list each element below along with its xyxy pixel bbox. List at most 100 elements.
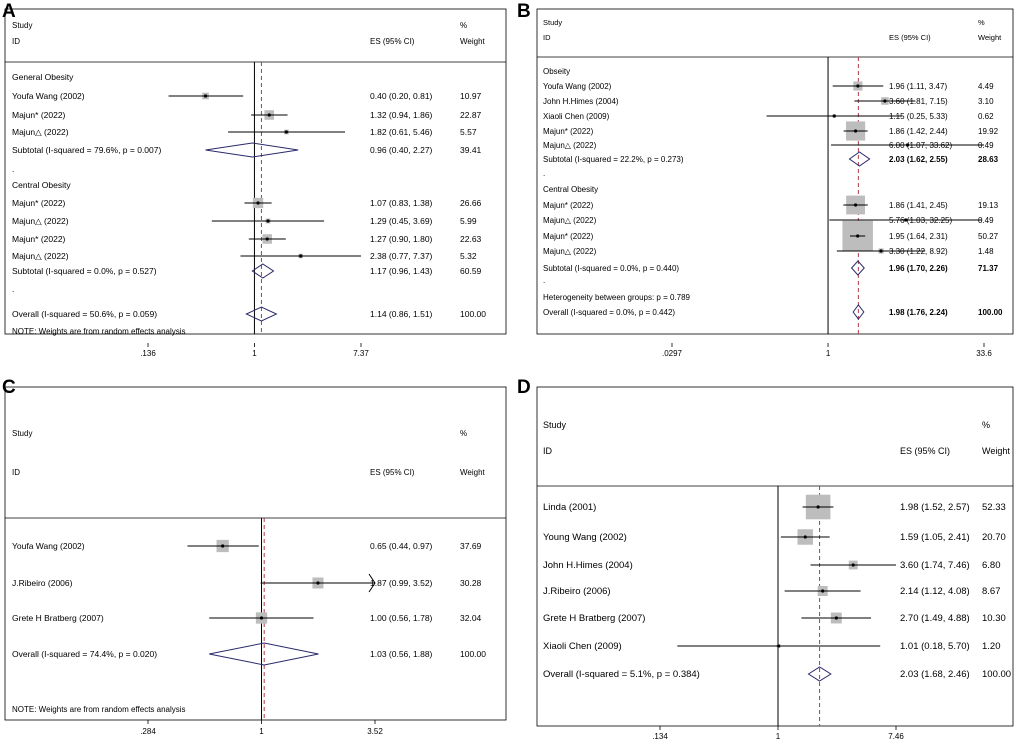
study-label: Majun△ (2022) bbox=[12, 251, 69, 261]
weight-value: 32.04 bbox=[460, 613, 482, 623]
header-id: ID bbox=[543, 33, 551, 42]
effect-ci-value: 2.14 (1.12, 4.08) bbox=[900, 586, 970, 597]
weight-value: 100.00 bbox=[460, 649, 486, 659]
heterogeneity-label: Heterogeneity between groups: p = 0.789 bbox=[543, 293, 691, 302]
study-label: Majun△ (2022) bbox=[12, 216, 69, 226]
point-estimate bbox=[265, 237, 269, 241]
header-es-ci: ES (95% CI) bbox=[370, 468, 415, 477]
panel-letter-a: A bbox=[2, 1, 16, 22]
study-label: Grete H Bratberg (2007) bbox=[12, 613, 104, 623]
point-estimate bbox=[256, 201, 260, 205]
weight-value: 0.49 bbox=[978, 141, 994, 150]
weight-value: 30.28 bbox=[460, 578, 482, 588]
weight-value: 4.49 bbox=[978, 82, 994, 91]
overall-label: Overall (I-squared = 5.1%, p = 0.384) bbox=[543, 669, 700, 680]
effect-ci-value: 3.60 (1.81, 7.15) bbox=[889, 97, 948, 106]
point-estimate bbox=[821, 589, 825, 593]
header-weight: Weight bbox=[460, 468, 486, 477]
group-label: General Obesity bbox=[12, 72, 74, 82]
point-estimate bbox=[221, 544, 225, 548]
point-estimate bbox=[299, 254, 303, 258]
weight-value: 26.66 bbox=[460, 198, 482, 208]
study-label: Youfa Wang (2002) bbox=[543, 82, 612, 91]
study-label: Linda (2001) bbox=[543, 502, 596, 513]
weight-value: 5.99 bbox=[460, 216, 477, 226]
weight-value: 3.10 bbox=[978, 97, 994, 106]
point-estimate bbox=[905, 143, 910, 147]
weight-value: 60.59 bbox=[460, 266, 482, 276]
header-weight: Weight bbox=[978, 33, 1002, 42]
weight-value: 20.70 bbox=[982, 532, 1006, 543]
overall-label: Overall (I-squared = 50.6%, p = 0.059) bbox=[12, 309, 157, 319]
header-study: Study bbox=[12, 21, 32, 30]
study-label: Xiaoli Chen (2009) bbox=[543, 641, 622, 652]
point-estimate bbox=[883, 99, 887, 103]
header-weight: Weight bbox=[460, 37, 486, 46]
study-label: J.Ribeiro (2006) bbox=[12, 578, 73, 588]
effect-ci-value: 1.03 (0.56, 1.88) bbox=[370, 649, 433, 659]
point-estimate bbox=[266, 219, 270, 223]
study-label: Majun△ (2022) bbox=[543, 216, 597, 225]
header-percent: % bbox=[460, 21, 467, 30]
point-estimate bbox=[904, 218, 908, 222]
weight-value: 5.32 bbox=[460, 251, 477, 261]
pooled-diamond bbox=[807, 666, 832, 682]
axis-tick-label: .0297 bbox=[662, 349, 683, 358]
subtotal-label: Subtotal (I-squared = 22.2%, p = 0.273) bbox=[543, 155, 684, 164]
study-label: J.Ribeiro (2006) bbox=[543, 586, 611, 597]
study-label: Majun* (2022) bbox=[12, 234, 66, 244]
effect-ci-value: 1.32 (0.94, 1.86) bbox=[370, 110, 433, 120]
weight-value: 52.33 bbox=[982, 502, 1006, 513]
effect-ci-value: 1.87 (0.99, 3.52) bbox=[370, 578, 433, 588]
axis-tick-label: .136 bbox=[140, 349, 156, 358]
effect-ci-value: 1.07 (0.83, 1.38) bbox=[370, 198, 433, 208]
panel-d: D Study ID ES (95% CI)% Weight Linda (2001) 1… bbox=[517, 378, 1033, 754]
weight-value: 100.00 bbox=[460, 309, 486, 319]
weight-value: 22.87 bbox=[460, 110, 482, 120]
effect-ci-value: 1.27 (0.90, 1.80) bbox=[370, 234, 433, 244]
spacer-dot: . bbox=[543, 276, 545, 285]
study-label: Majun* (2022) bbox=[12, 110, 66, 120]
header-percent: % bbox=[978, 18, 985, 27]
point-estimate bbox=[879, 249, 883, 253]
study-label: Majun△ (2022) bbox=[543, 247, 597, 256]
study-label: Majun△ (2022) bbox=[543, 141, 597, 150]
weight-value: 5.57 bbox=[460, 127, 477, 137]
study-label: Majun* (2022) bbox=[543, 201, 594, 210]
weight-value: 1.20 bbox=[982, 641, 1001, 652]
weight-value: 28.63 bbox=[978, 155, 999, 164]
point-estimate bbox=[856, 234, 860, 238]
weight-value: 0.62 bbox=[978, 112, 994, 121]
group-label: Central Obesity bbox=[543, 185, 598, 194]
panel-letter-c: C bbox=[2, 377, 16, 398]
axis-tick-label: 1 bbox=[826, 349, 831, 358]
axis-tick-label: 3.52 bbox=[367, 727, 383, 736]
study-label: Xiaoli Chen (2009) bbox=[543, 112, 610, 121]
header-study: Study bbox=[12, 429, 32, 438]
effect-ci-value: 1.15 (0.25, 5.33) bbox=[889, 112, 948, 121]
effect-ci-value: 1.82 (0.61, 5.46) bbox=[370, 127, 433, 137]
effect-ci-value: 2.03 (1.62, 2.55) bbox=[889, 155, 948, 164]
plot-frame bbox=[536, 386, 1014, 727]
panel-letter-d: D bbox=[517, 377, 531, 398]
plot-frame bbox=[4, 386, 507, 721]
header-id: ID bbox=[543, 446, 553, 456]
axis-tick-label: 7.37 bbox=[353, 349, 369, 358]
study-label: John H.Himes (2004) bbox=[543, 560, 633, 571]
effect-ci-value: 1.95 (1.64, 2.31) bbox=[889, 232, 948, 241]
effect-ci-value: 1.96 (1.70, 2.26) bbox=[889, 264, 948, 273]
forest-plot-c: Study ID ES (95% CI)% Weight Youfa Wang (200… bbox=[4, 386, 507, 736]
weight-value: 100.00 bbox=[978, 308, 1003, 317]
effect-ci-value: 3.60 (1.74, 7.46) bbox=[900, 560, 970, 571]
study-label: Grete H Bratberg (2007) bbox=[543, 613, 645, 624]
weights-note: NOTE: Weights are from random effects an… bbox=[12, 327, 186, 336]
point-estimate bbox=[851, 563, 855, 567]
weight-value: 8.67 bbox=[982, 586, 1001, 597]
effect-ci-value: 0.96 (0.40, 2.27) bbox=[370, 145, 433, 155]
pooled-diamond bbox=[850, 260, 865, 276]
point-estimate bbox=[284, 130, 288, 134]
weight-value: 10.97 bbox=[460, 91, 482, 101]
effect-ci-value: 2.03 (1.68, 2.46) bbox=[900, 669, 970, 680]
axis-tick-label: 1 bbox=[259, 727, 264, 736]
panel-b: B Study ID ES (95% CI)% Weight Obseity Youfa … bbox=[517, 0, 1033, 376]
